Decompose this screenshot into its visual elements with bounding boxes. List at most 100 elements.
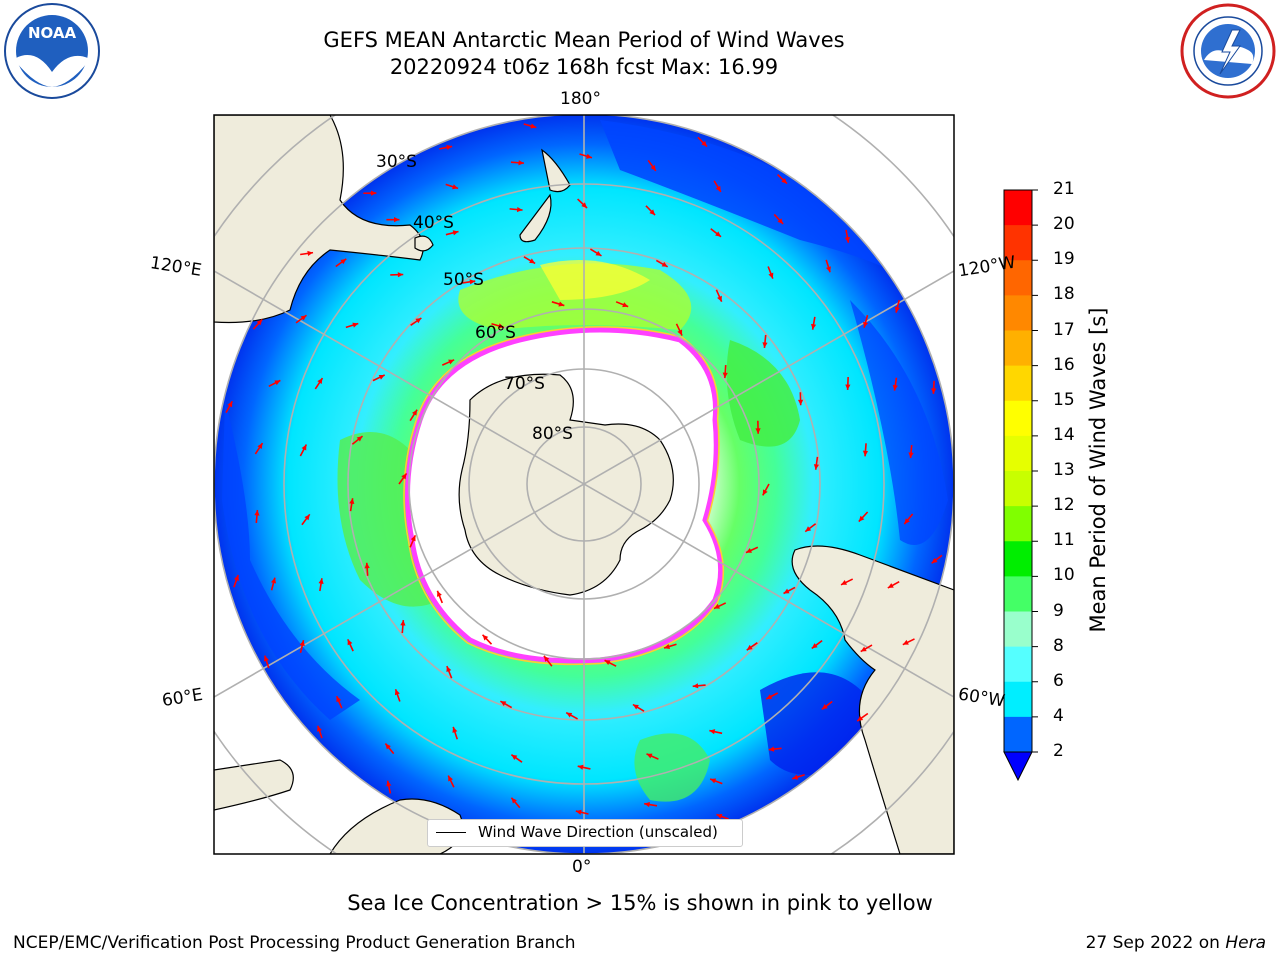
wave-direction-arrowhead — [448, 775, 453, 782]
colorbar-swatch — [1004, 716, 1032, 753]
wave-direction-arrowhead — [701, 140, 707, 147]
nws-logo — [1180, 3, 1276, 99]
wave-direction-arrowhead — [762, 489, 768, 496]
wave-direction-arrowhead — [385, 743, 391, 750]
wave-direction-arrowhead — [844, 236, 850, 243]
wave-direction-arrowhead — [650, 164, 656, 171]
colorbar-swatch — [1004, 646, 1032, 683]
wave-direction-arrowhead — [745, 548, 752, 553]
wave-direction-arrowhead — [511, 754, 518, 760]
wave-direction-arrowhead — [511, 797, 517, 804]
wave-direction-arrowhead — [845, 384, 851, 390]
footer-date: 27 Sep 2022 on Hera — [1086, 933, 1266, 953]
lat-label-50s: 50°S — [443, 270, 484, 290]
wave-direction-arrowhead — [386, 780, 392, 787]
colorbar-tick-label: 2 — [1053, 741, 1064, 761]
wave-direction-arrowhead — [437, 590, 442, 597]
colorbar-swatch — [1004, 295, 1032, 331]
wave-direction-arrowhead — [500, 701, 507, 707]
colorbar-tick-label: 8 — [1053, 635, 1064, 656]
colorbar-swatch — [1004, 260, 1032, 296]
colorbar-label: Mean Period of Wind Waves [s] — [1086, 307, 1110, 633]
wave-direction-arrowhead — [400, 620, 406, 626]
colorbar — [1003, 189, 1038, 782]
colorbar-swatch — [1004, 330, 1032, 367]
colorbar-tick-label: 20 — [1053, 214, 1075, 235]
wave-direction-arrowhead — [766, 694, 773, 700]
colorbar-swatch — [1004, 400, 1032, 437]
colorbar-tick-label: 12 — [1053, 495, 1075, 516]
colorbar-under-extension — [1003, 751, 1033, 782]
colorbar-tick-label: 6 — [1053, 670, 1064, 691]
chart-title: GEFS MEAN Antarctic Mean Period of Wind … — [323, 28, 845, 52]
colorbar-tick-label: 14 — [1053, 424, 1075, 445]
wave-direction-arrowhead — [446, 666, 452, 673]
colorbar-tick-label: 18 — [1053, 284, 1075, 305]
wave-direction-arrowhead — [715, 185, 721, 192]
wave-direction-arrowhead — [863, 321, 869, 328]
footer-credit: NCEP/EMC/Verification Post Processing Pr… — [13, 933, 576, 953]
wave-direction-arrowhead — [716, 813, 723, 819]
wave-direction-arrowhead — [717, 295, 722, 302]
wave-direction-arrowhead — [378, 374, 385, 380]
wave-direction-arrowhead — [317, 725, 322, 732]
wave-direction-arrowhead — [397, 272, 404, 278]
wave-direction-arrowhead — [797, 399, 804, 406]
wave-direction-arrowhead — [595, 250, 602, 256]
wave-direction-arrowhead — [577, 764, 584, 770]
wave-direction-arrowhead — [746, 644, 753, 651]
wave-direction-arrowhead — [558, 301, 565, 307]
wave-direction-arrowhead — [781, 177, 788, 184]
tasmania-landmass — [414, 235, 434, 252]
wave-direction-arrowhead — [256, 319, 263, 326]
wave-direction-arrowhead — [394, 217, 400, 223]
wave-direction-arrowhead — [904, 518, 910, 525]
wave-direction-arrowhead — [755, 428, 761, 434]
colorbar-swatch — [1004, 611, 1032, 648]
colorbar-tick-label: 17 — [1053, 319, 1075, 340]
wave-direction-arrowhead — [415, 318, 422, 324]
wave-direction-arrowhead — [722, 372, 728, 379]
colorbar-tick-label: 19 — [1053, 249, 1075, 270]
wave-direction-arrowhead — [336, 696, 342, 703]
noaa-logo: NOAA — [4, 3, 100, 99]
wave-direction-arrowhead — [452, 726, 458, 733]
colorbar-swatch — [1004, 190, 1032, 226]
wave-direction-arrowhead — [401, 473, 407, 480]
colorbar-tick-label: 13 — [1053, 460, 1075, 480]
wave-direction-arrowhead — [825, 266, 831, 273]
wave-direction-arrowhead — [410, 535, 416, 542]
wave-direction-arrowhead — [529, 258, 536, 264]
wave-direction-arrowhead — [902, 639, 909, 645]
colorbar-tick-label: 9 — [1053, 600, 1064, 621]
wave-direction-arrowhead — [661, 261, 668, 267]
wave-direction-arrowhead — [448, 359, 455, 365]
wave-direction-arrowhead — [349, 498, 355, 505]
wave-direction-arrowhead — [318, 578, 324, 584]
wave-direction-arrowhead — [566, 712, 573, 718]
colorbar-tick-label: 10 — [1053, 565, 1075, 586]
wave-direction-arrowhead — [411, 409, 418, 416]
wave-direction-arrowhead — [581, 202, 588, 208]
wave-direction-arrowhead — [821, 703, 828, 710]
wave-direction-arrowhead — [931, 388, 937, 394]
colorbar-tick-label: 4 — [1053, 705, 1064, 726]
colorbar-swatch — [1004, 435, 1032, 472]
lon-label-0: 0° — [572, 857, 592, 877]
wave-direction-arrowhead — [857, 715, 864, 722]
wave-direction-arrowhead — [340, 258, 347, 265]
lat-label-80s: 80°S — [532, 424, 573, 444]
wave-direction-arrowhead — [356, 436, 363, 442]
wave-direction-arrowhead — [299, 640, 305, 647]
colorbar-tick-label: 21 — [1053, 179, 1075, 199]
wave-direction-arrowhead — [227, 401, 233, 408]
colorbar-swatch — [1004, 471, 1032, 507]
wave-direction-arrowhead — [364, 562, 370, 569]
wave-direction-arrowhead — [677, 329, 683, 336]
colorbar-tick-label: 11 — [1053, 530, 1075, 551]
colorbar-tick-label: 16 — [1053, 354, 1075, 375]
wave-direction-arrowhead — [860, 646, 867, 652]
wave-direction-arrowhead — [301, 444, 307, 451]
wave-direction-arrowhead — [858, 515, 865, 522]
